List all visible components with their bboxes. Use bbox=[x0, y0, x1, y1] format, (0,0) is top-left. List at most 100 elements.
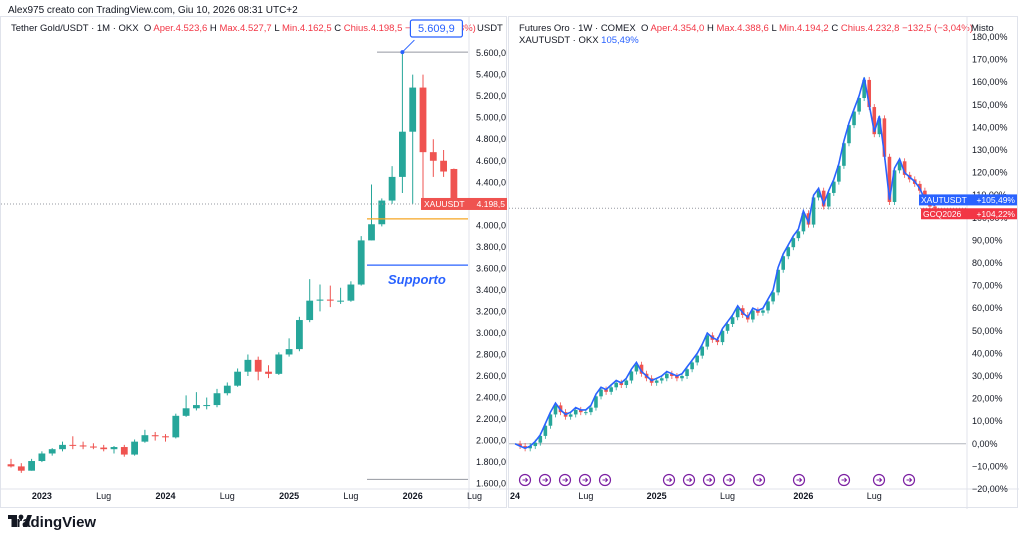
candle-body bbox=[316, 299, 324, 301]
left-low-label: L bbox=[274, 23, 280, 34]
right-low-value: Min.4.194,2 bbox=[779, 23, 829, 34]
gc-candle-body bbox=[665, 373, 669, 379]
candle-body bbox=[110, 447, 118, 450]
gc-candle-body bbox=[902, 161, 907, 175]
right-y-tick-label: 80,00% bbox=[972, 258, 1003, 268]
tradingview-logo-icon bbox=[8, 514, 32, 527]
xautusdt-tag-value: +105,49% bbox=[976, 195, 1015, 205]
gc-candle-body bbox=[897, 161, 902, 171]
right-chart-panel[interactable]: Futures Oro · 1W · COMEX O Aper.4.354,0 … bbox=[508, 16, 1019, 509]
right-compare-legend: XAUTUSDT · OKX 105,49% bbox=[519, 35, 639, 46]
gc-candle-body bbox=[584, 412, 588, 414]
gc-candle-body bbox=[776, 269, 780, 293]
gc-candle-body bbox=[766, 301, 770, 311]
candle-body bbox=[285, 349, 293, 355]
gc-candle-body bbox=[589, 407, 593, 413]
event-marker-arrow bbox=[562, 477, 569, 483]
right-y-tick-label: 50,00% bbox=[972, 326, 1003, 336]
support-label: Supporto bbox=[388, 272, 446, 287]
left-y-tick-label: 4.800,0 bbox=[476, 134, 506, 144]
right-high-label: H bbox=[706, 23, 714, 34]
gc-candle-body bbox=[892, 170, 897, 202]
gc-candle-body bbox=[685, 369, 689, 376]
gc-candle-body bbox=[811, 197, 816, 225]
gc-candle-body bbox=[837, 165, 841, 182]
candle-body bbox=[450, 168, 458, 204]
left-open-value: Aper.4.523,6 bbox=[153, 23, 208, 34]
left-symbol[interactable]: Tether Gold/USDT · 1M · OKX bbox=[11, 23, 139, 34]
left-x-tick-label: Lug bbox=[96, 491, 111, 501]
xautusdt-line bbox=[514, 77, 936, 450]
candle-body bbox=[38, 453, 46, 462]
gc-candle-body bbox=[614, 382, 619, 388]
candle-body bbox=[388, 176, 396, 201]
left-y-tick-label: 1.600,0 bbox=[476, 479, 506, 489]
event-marker-arrow bbox=[522, 477, 529, 483]
candle-body bbox=[440, 160, 447, 172]
gc-candle-body bbox=[599, 389, 603, 397]
candle-body bbox=[347, 284, 355, 301]
candle-body bbox=[203, 405, 211, 407]
gc-candle-body bbox=[629, 371, 634, 381]
candle-body bbox=[17, 466, 25, 471]
right-compare-symbol[interactable]: XAUTUSDT · OKX bbox=[519, 35, 599, 46]
candle-body bbox=[151, 435, 159, 437]
gc-candle-body bbox=[761, 310, 765, 313]
left-candlestick-chart[interactable]: 1.600,0 1.800,0 2.000,0 2.200,0 2.400,0 2.600… bbox=[1, 17, 508, 509]
gc-candle-body bbox=[715, 339, 720, 343]
left-x-tick-label: Lug bbox=[343, 491, 358, 501]
left-x-tick-label: Lug bbox=[220, 491, 235, 501]
gc-candle-body bbox=[735, 308, 740, 318]
candle-body bbox=[141, 435, 149, 442]
right-x-tick-label: 2026 bbox=[793, 491, 813, 501]
right-low-label: L bbox=[771, 23, 777, 34]
left-y-tick-label: 3.800,0 bbox=[476, 242, 506, 252]
gc-candle-body bbox=[568, 414, 573, 417]
left-axis-title: USDT bbox=[477, 23, 503, 34]
left-high-value: Max.4.527,7 bbox=[219, 23, 272, 34]
left-price-tag-symbol: XAUUSDT bbox=[424, 199, 465, 209]
gc-candle-body bbox=[680, 376, 684, 379]
candle-body bbox=[234, 371, 241, 386]
gc-candle-body bbox=[725, 324, 730, 331]
gc-candle-body bbox=[730, 317, 735, 325]
right-y-tick-label: 170,00% bbox=[972, 55, 1008, 65]
candle-body bbox=[100, 447, 108, 450]
gc-candle-body bbox=[670, 373, 674, 376]
gc-candle-body bbox=[791, 238, 796, 248]
right-symbol[interactable]: Futures Oro · 1W · COMEX bbox=[519, 23, 636, 34]
gc-candle-body bbox=[847, 125, 851, 144]
gc-candle-body bbox=[624, 380, 629, 386]
xautusdt-tag-symbol: XAUTUSDT bbox=[921, 195, 967, 205]
tradingview-logo[interactable]: TradingView bbox=[8, 514, 96, 531]
candle-body bbox=[296, 320, 303, 350]
gcq2026-tag bbox=[921, 208, 1017, 220]
right-y-tick-label: −10,00% bbox=[972, 461, 1008, 471]
candle-body bbox=[244, 359, 252, 372]
right-line-chart[interactable]: −20,00% −10,00% 0,00% 10,00% 20,00% 30,00% 40,… bbox=[509, 17, 1019, 509]
gc-candle-body bbox=[887, 156, 892, 202]
left-chart-panel[interactable]: Tether Gold/USDT · 1M · OKX O Aper.4.523… bbox=[0, 16, 508, 509]
left-y-tick-label: 4.000,0 bbox=[476, 220, 506, 230]
gc-candle-body bbox=[634, 364, 639, 372]
gc-candle-body bbox=[826, 192, 831, 207]
candle-body bbox=[378, 200, 386, 225]
candle-body bbox=[90, 446, 97, 448]
gc-candle-body bbox=[533, 442, 538, 447]
left-x-tick-label: Lug bbox=[467, 491, 482, 501]
gc-candle-body bbox=[756, 310, 760, 313]
event-marker-arrow bbox=[876, 477, 883, 483]
left-y-tick-label: 5.200,0 bbox=[476, 91, 506, 101]
candle-body bbox=[223, 385, 231, 394]
right-y-tick-label: 160,00% bbox=[972, 77, 1008, 87]
candle-body bbox=[69, 444, 77, 446]
peak-callout-pointer bbox=[402, 39, 415, 53]
gc-candle-body bbox=[543, 425, 548, 436]
left-low-value: Min.4.162,5 bbox=[281, 23, 332, 34]
gc-candle-body bbox=[852, 111, 856, 126]
chart-attribution: Alex975 creato con TradingView.com, Giu … bbox=[8, 5, 298, 16]
gc-candle-body bbox=[857, 98, 861, 112]
event-marker-arrow bbox=[686, 477, 693, 483]
gc-candle-body bbox=[720, 330, 725, 343]
right-y-tick-label: 0,00% bbox=[972, 439, 998, 449]
